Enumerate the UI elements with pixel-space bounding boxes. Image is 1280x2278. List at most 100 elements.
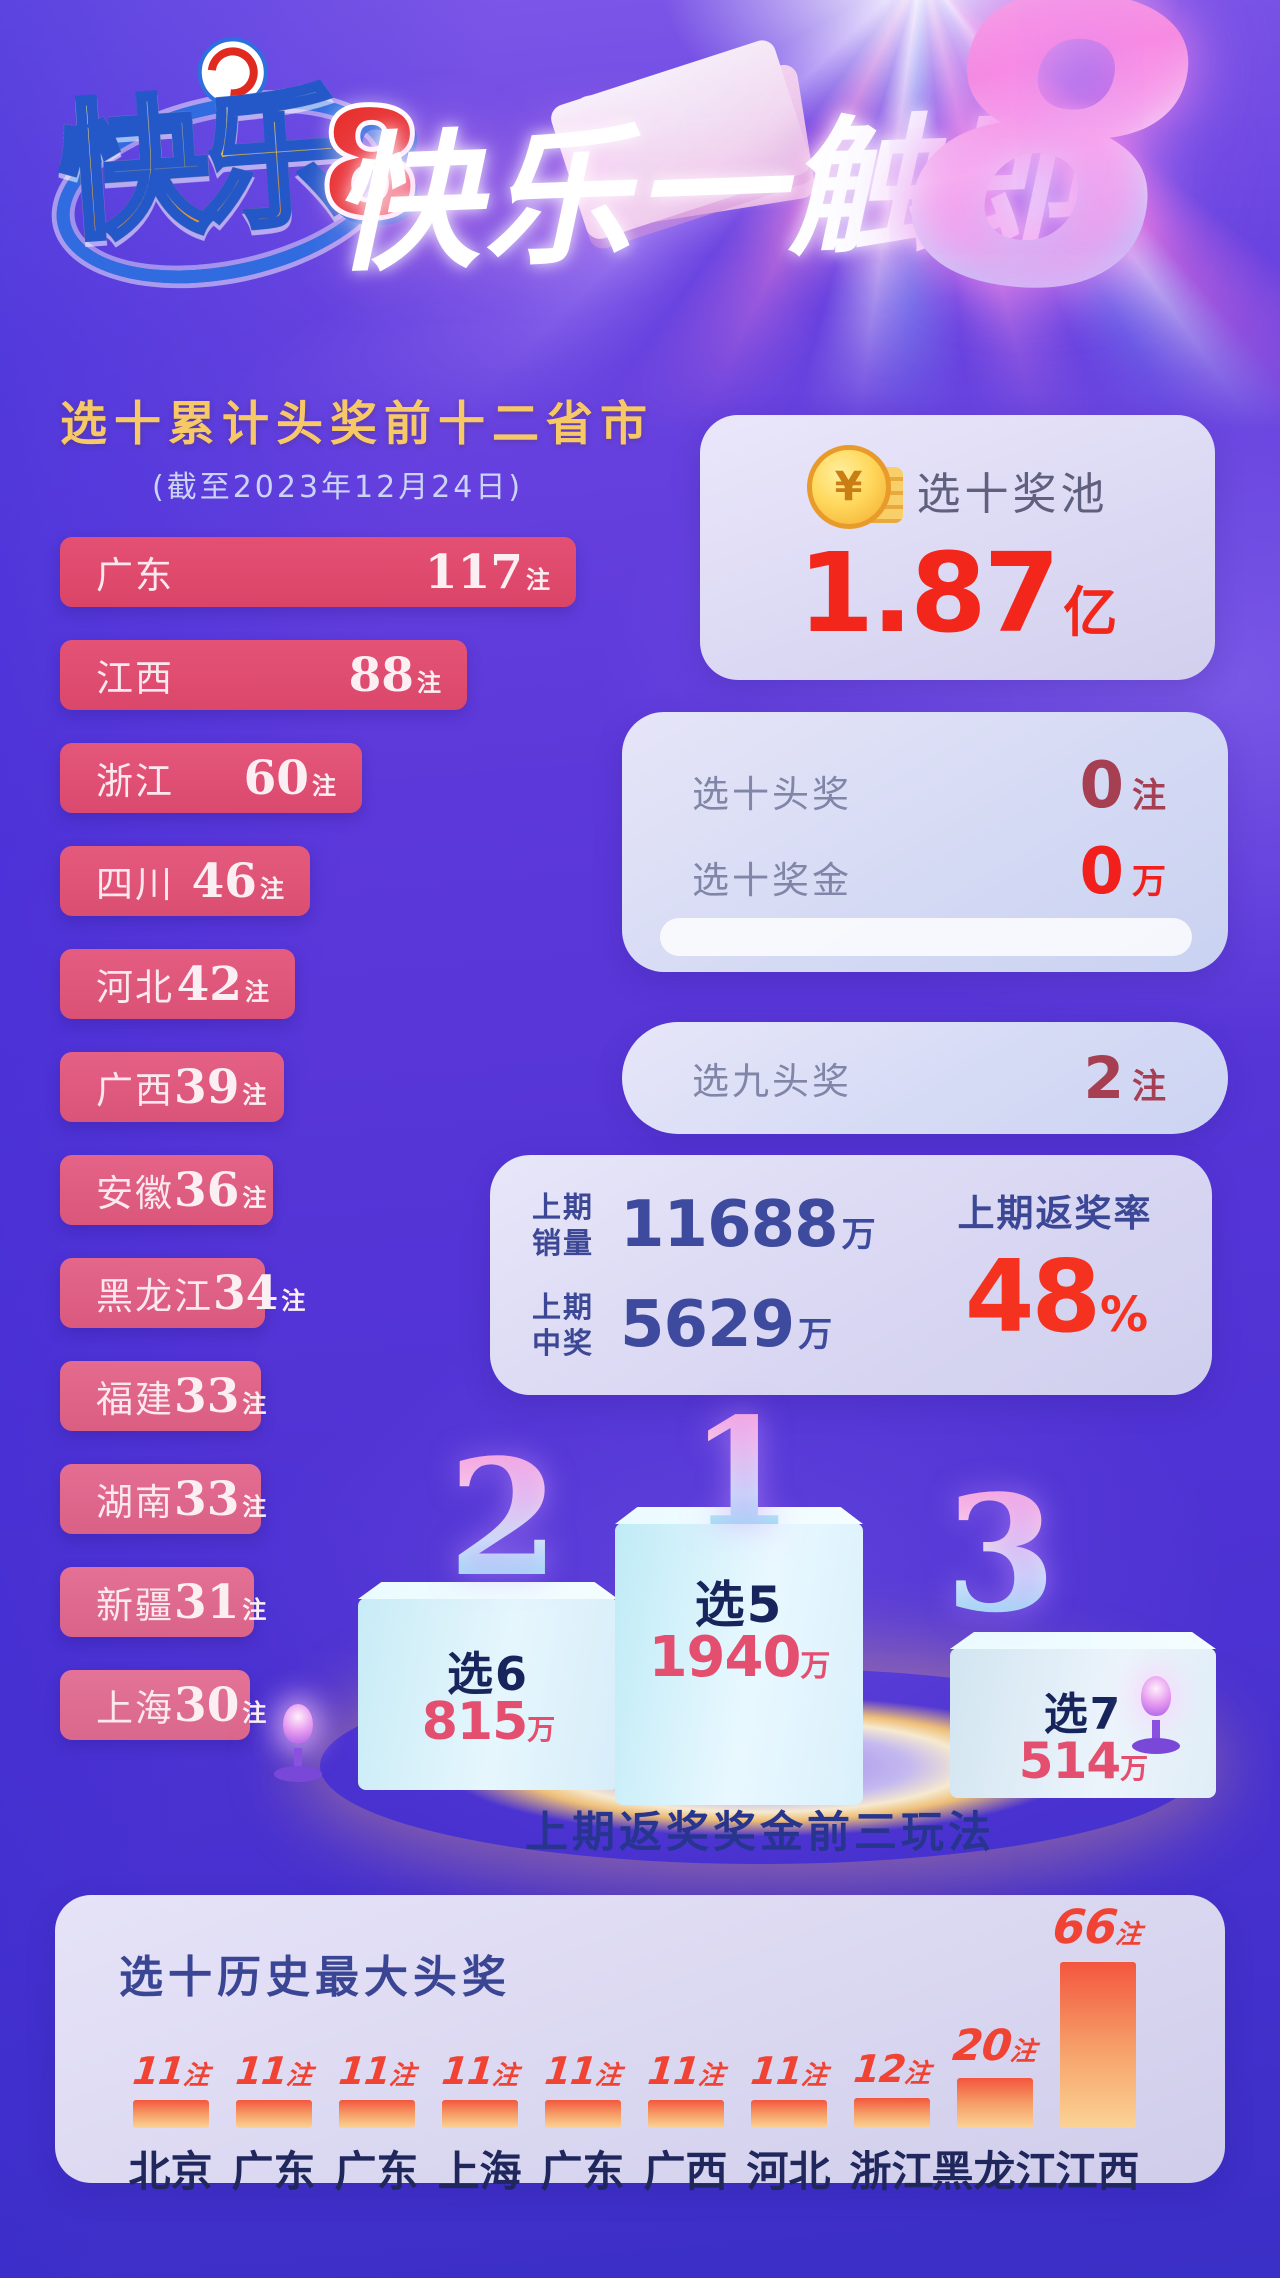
win-label: 上期 中奖 bbox=[532, 1289, 595, 1360]
spotlight-icon bbox=[268, 1700, 328, 1782]
history-value: 11注 bbox=[130, 2049, 210, 2093]
return-rate-label: 上期返奖率 bbox=[957, 1192, 1153, 1235]
pick9-first-prize-label: 选九头奖 bbox=[692, 1060, 852, 1103]
history-column: 66注江西 bbox=[1046, 1900, 1149, 2196]
province-bar: 江西 88 注 bbox=[60, 640, 467, 710]
province-chart-subtitle: (截至2023年12月24日) bbox=[152, 470, 524, 505]
province-label: 黑龙江 bbox=[96, 1275, 213, 1318]
podium-first-game: 选5 bbox=[694, 1576, 784, 1634]
history-column: 11注广东 bbox=[222, 2049, 325, 2196]
podium-third-amount: 514万 bbox=[1018, 1732, 1148, 1790]
history-column: 11注北京 bbox=[119, 2049, 222, 2196]
win-value: 5629 万 bbox=[620, 1288, 832, 1362]
history-bar bbox=[132, 2100, 209, 2128]
jackpot-value: 1.87 亿 bbox=[797, 529, 1118, 657]
history-province-label: 黑龙江 bbox=[931, 2147, 1058, 2196]
history-column: 11注 上海 bbox=[428, 2049, 531, 2196]
history-province-label: 北京 bbox=[128, 2147, 213, 2196]
history-value: 11注 bbox=[233, 2049, 313, 2093]
sales-label: 上期 销量 bbox=[532, 1189, 595, 1260]
province-value: 36 注 bbox=[174, 1162, 267, 1218]
province-bar: 浙江 60 注 bbox=[60, 743, 362, 813]
history-bar bbox=[235, 2100, 312, 2128]
progress-pill-decor bbox=[660, 918, 1192, 956]
history-value: 66注 bbox=[1050, 1900, 1143, 1955]
podium-third-game: 选7 bbox=[1043, 1689, 1123, 1740]
podium-caption: 上期返奖奖金前三玩法 bbox=[525, 1808, 995, 1858]
history-province-label: 广东 bbox=[540, 2147, 625, 2196]
province-chart-title: 选十累计头奖前十二省市 bbox=[60, 397, 654, 452]
province-value: 33 注 bbox=[174, 1368, 267, 1424]
province-label: 广西 bbox=[96, 1069, 174, 1112]
logo-text: 快乐 bbox=[52, 67, 349, 264]
history-value: 11注 bbox=[336, 2049, 416, 2093]
province-bar: 湖南 33 注 bbox=[60, 1464, 266, 1534]
return-rate-value: 48% bbox=[964, 1238, 1148, 1355]
province-value: 46 注 bbox=[191, 853, 284, 909]
history-chart-panel: 选十历史最大头奖 11注 北京 11注 广东 11注 广东 11注 上海 11注 广东 11注 广西 1… bbox=[55, 1895, 1225, 2196]
history-value: 11注 bbox=[439, 2049, 519, 2093]
history-bar bbox=[441, 2100, 518, 2128]
podium-first: 选5 1940万 bbox=[615, 1523, 863, 1805]
province-value: 31 注 bbox=[174, 1574, 267, 1630]
podium-third: 选7 514万 bbox=[950, 1648, 1216, 1798]
history-value: 20注 bbox=[950, 2021, 1037, 2071]
history-bar bbox=[1059, 1962, 1136, 2128]
history-bar bbox=[544, 2100, 621, 2128]
neon-8-decor: 8 bbox=[881, 0, 1221, 397]
spotlight-icon bbox=[1126, 1672, 1186, 1754]
province-label: 湖南 bbox=[96, 1481, 174, 1524]
province-bar: 四川 46 注 bbox=[60, 846, 310, 916]
province-label: 安徽 bbox=[96, 1172, 174, 1215]
province-label: 江西 bbox=[96, 657, 174, 700]
history-province-label: 江西 bbox=[1055, 2147, 1140, 2196]
province-bar: 黑龙江 34 注 bbox=[60, 1258, 305, 1328]
province-value: 39 注 bbox=[174, 1059, 267, 1115]
province-label: 上海 bbox=[96, 1687, 174, 1730]
history-bar bbox=[853, 2098, 930, 2128]
history-province-label: 浙江 bbox=[849, 2147, 934, 2196]
gold-coin-icon: ¥ bbox=[806, 445, 903, 535]
province-bar: 安徽 36 注 bbox=[60, 1155, 273, 1225]
history-column: 11注 广西 bbox=[634, 2049, 737, 2196]
history-value: 11注 bbox=[645, 2049, 725, 2093]
province-bar: 福建 33 注 bbox=[60, 1361, 266, 1431]
province-value: 117 注 bbox=[424, 544, 550, 600]
history-value: 11注 bbox=[542, 2049, 622, 2093]
history-chart-title: 选十历史最大头奖 bbox=[119, 1952, 511, 2003]
province-bar: 广西 39 注 bbox=[60, 1052, 284, 1122]
province-value: 88 注 bbox=[348, 647, 441, 703]
province-value: 30 注 bbox=[174, 1677, 267, 1733]
rank-1-number: 1 bbox=[690, 1385, 793, 1559]
province-label: 新疆 bbox=[96, 1584, 174, 1627]
history-province-label: 河北 bbox=[746, 2147, 831, 2196]
province-label: 四川 bbox=[96, 863, 174, 906]
podium-second-game: 选6 bbox=[446, 1647, 529, 1701]
province-bar: 河北 42 注 bbox=[60, 949, 295, 1019]
jackpot-panel: ¥ 选十奖池 1.87 亿 bbox=[700, 415, 1215, 680]
history-value: 12注 bbox=[851, 2047, 931, 2091]
pick10-first-prize-label: 选十头奖 bbox=[692, 773, 852, 816]
province-value: 42 注 bbox=[176, 956, 269, 1012]
rank-3-number: 3 bbox=[945, 1460, 1057, 1648]
pick10-prize-money-label: 选十奖金 bbox=[692, 859, 852, 902]
return-rate-block: 上期返奖率 48% bbox=[920, 1183, 1190, 1347]
jackpot-label: 选十奖池 bbox=[916, 469, 1109, 520]
history-province-label: 广东 bbox=[334, 2147, 419, 2196]
history-province-label: 广东 bbox=[231, 2147, 316, 2196]
province-bar: 新疆 31 注 bbox=[60, 1567, 266, 1637]
history-column: 11注广东 bbox=[325, 2049, 428, 2196]
history-bar bbox=[956, 2078, 1033, 2128]
rank-2-number: 2 bbox=[448, 1424, 560, 1612]
province-label: 福建 bbox=[96, 1378, 174, 1421]
province-value: 33 注 bbox=[174, 1471, 267, 1527]
province-label: 河北 bbox=[96, 966, 174, 1009]
history-column: 11注 河北 bbox=[737, 2049, 840, 2196]
province-value: 34 注 bbox=[213, 1265, 306, 1321]
podium-first-amount: 1940万 bbox=[648, 1625, 831, 1690]
